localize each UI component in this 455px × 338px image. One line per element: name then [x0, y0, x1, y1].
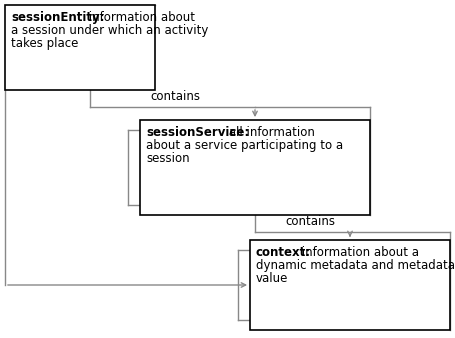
Bar [249, 240, 449, 330]
Text: sessionEntity:: sessionEntity: [11, 11, 104, 24]
Text: session: session [146, 152, 189, 165]
Text: about a service participating to a: about a service participating to a [146, 139, 342, 152]
Text: all information: all information [225, 126, 314, 139]
Bar [5, 5, 155, 90]
Text: value: value [255, 272, 288, 285]
Text: a session under which an activity: a session under which an activity [11, 24, 208, 37]
Bar [140, 120, 369, 215]
Text: contains: contains [0, 163, 2, 213]
Text: information about: information about [85, 11, 194, 24]
Text: information about a: information about a [298, 246, 418, 259]
Text: dynamic metadata and metadata: dynamic metadata and metadata [255, 259, 454, 272]
Text: takes place: takes place [11, 38, 78, 50]
Text: contains: contains [150, 90, 200, 103]
Text: sessionService:: sessionService: [146, 126, 249, 139]
Text: contains: contains [284, 215, 334, 228]
Text: context:: context: [255, 246, 310, 259]
